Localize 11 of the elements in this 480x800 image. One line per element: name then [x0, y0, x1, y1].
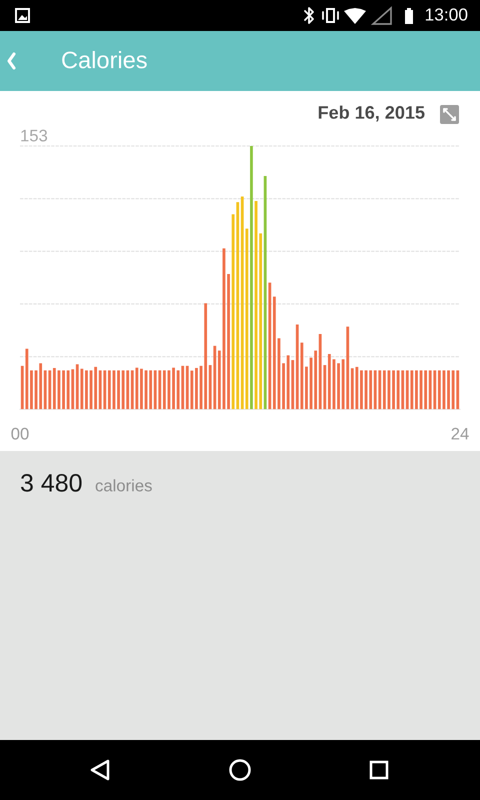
text: 153 — [21, 130, 48, 142]
bar — [245, 228, 248, 410]
text: calories — [96, 479, 152, 492]
bar — [250, 146, 253, 410]
chart-subtitle: Feb 16, 2015 — [318, 106, 425, 122]
text: 3 480 — [20, 474, 82, 492]
x-tick-label: 00 — [11, 428, 29, 440]
text: 13:00 — [426, 8, 468, 21]
x-tick-label: 24 — [452, 428, 469, 440]
chart-title: Calories — [62, 50, 147, 68]
bar — [232, 214, 235, 410]
